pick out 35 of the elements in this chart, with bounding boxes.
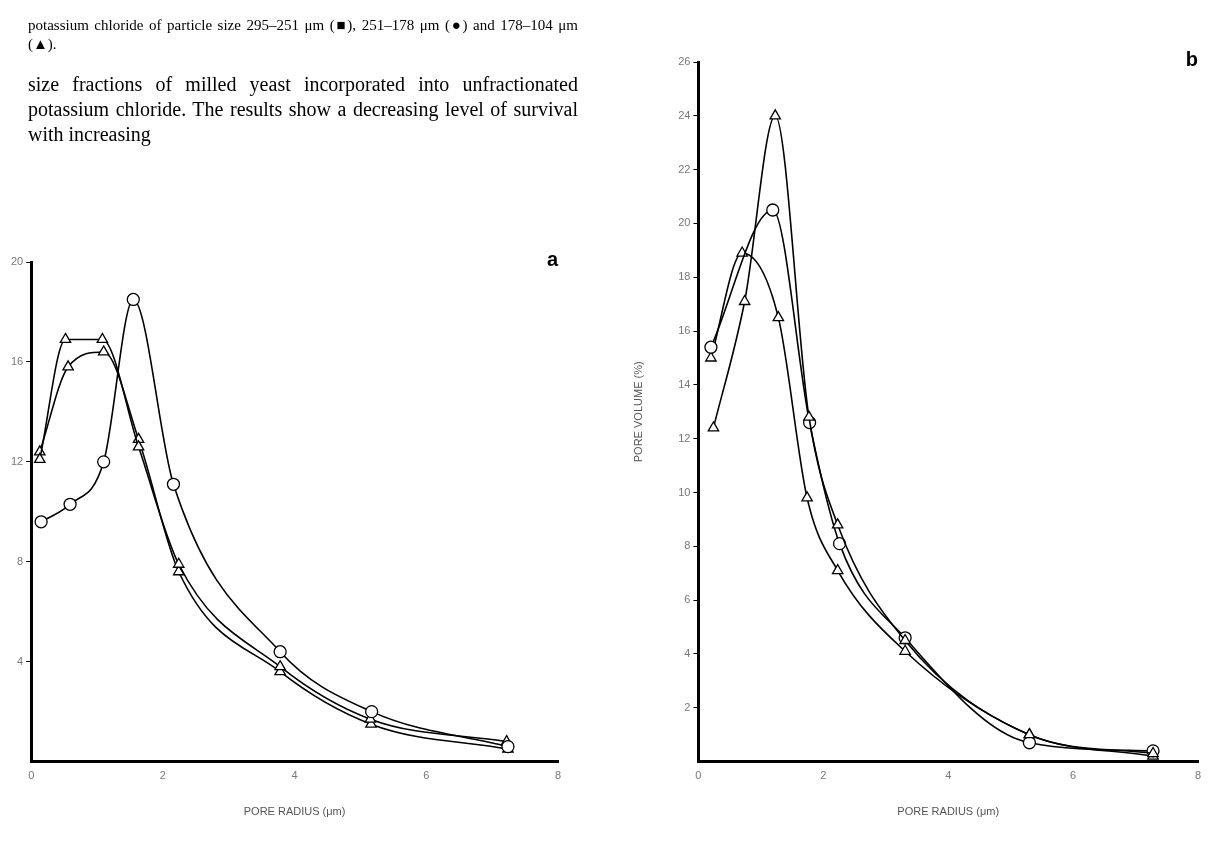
y-tick-label: 12 [678,431,691,444]
x-tick-label: 2 [159,769,166,782]
x-tick-label: 0 [28,769,35,782]
y-tick-label: 2 [684,700,691,713]
y-tick-label: 20 [678,216,691,229]
chart-title: a [546,247,559,270]
x-axis-title: PORE RADIUS (μm) [243,805,346,818]
y-tick-label: 26 [678,55,691,68]
y-axis-title: PORE VOLUME (%) [631,361,644,463]
y-tick-label: 22 [678,162,691,175]
x-tick-label: 6 [423,769,430,782]
y-tick-label: 6 [684,593,691,606]
y-tick-label: 14 [678,377,691,390]
y-tick-label: 4 [684,647,691,659]
x-tick-label: 8 [1194,769,1202,782]
x-tick-label: 2 [820,769,827,782]
text: size fractions of milled yeast incorporated into unfractionated potassium chloride. The results show a decreasing level of survival with increasing [28,72,578,147]
x-tick-label: 6 [1070,769,1077,782]
y-tick-label: 8 [684,539,691,552]
x-tick-label: 4 [945,769,952,782]
y-tick-label: 12 [10,454,24,467]
y-tick-label: 4 [17,654,24,667]
y-tick-label: 24 [678,108,691,121]
text: potassium chloride of particle size 295–251 μm (■), 251–178 μm (●) and 178–104 μm (▲). [28,16,578,54]
y-tick-label: 16 [678,324,691,337]
x-tick-label: 0 [695,769,702,782]
y-tick-label: 16 [10,354,24,367]
y-tick-label: 20 [10,255,24,268]
x-axis-title: PORE RADIUS (μm) [897,805,1000,818]
x-tick-label: 8 [554,769,562,782]
y-tick-label: 8 [17,554,24,567]
y-tick-label: 18 [678,270,691,283]
chart-title: b [1185,47,1198,70]
y-tick-label: 10 [678,485,691,498]
x-tick-label: 4 [291,769,298,782]
